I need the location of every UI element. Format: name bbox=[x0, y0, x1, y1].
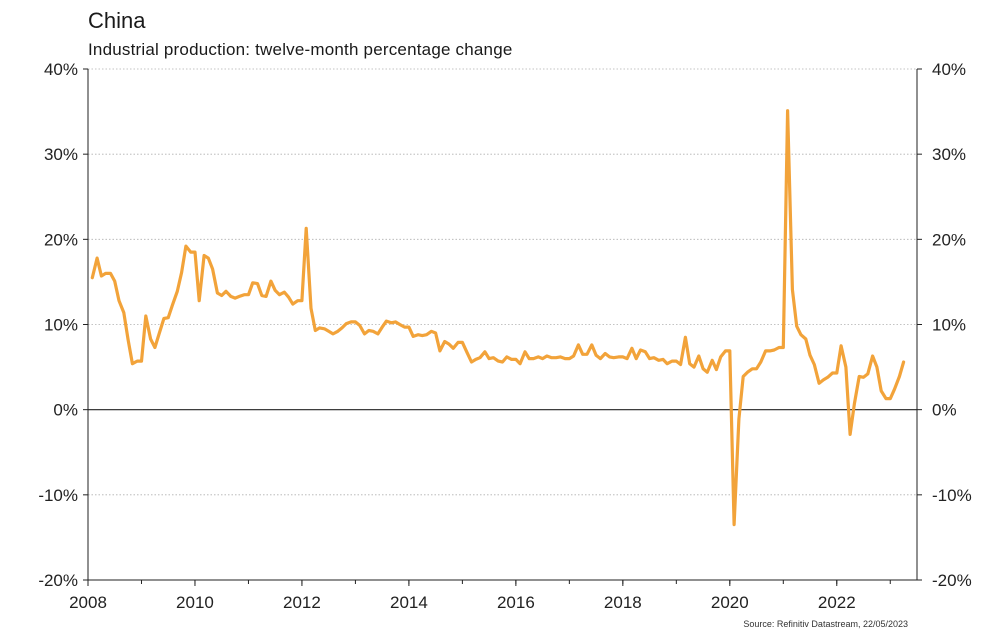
y-tick-label-left: -10% bbox=[38, 486, 78, 505]
y-tick-label-right: -10% bbox=[932, 486, 972, 505]
chart-title: China bbox=[88, 8, 146, 33]
y-tick-label-left: 20% bbox=[44, 230, 78, 249]
x-tick-label: 2012 bbox=[283, 593, 321, 612]
chart-subtitle: Industrial production: twelve-month perc… bbox=[88, 40, 513, 59]
x-tick-label: 2016 bbox=[497, 593, 535, 612]
x-tick-label: 2010 bbox=[176, 593, 214, 612]
series-line-industrial-production bbox=[90, 109, 906, 527]
y-tick-label-left: -20% bbox=[38, 571, 78, 590]
y-tick-label-right: 0% bbox=[932, 401, 957, 420]
y-tick-label-left: 0% bbox=[53, 401, 78, 420]
y-tick-label-right: 40% bbox=[932, 60, 966, 79]
x-tick-label: 2022 bbox=[818, 593, 856, 612]
y-tick-label-left: 10% bbox=[44, 316, 78, 335]
y-tick-label-left: 40% bbox=[44, 60, 78, 79]
y-tick-label-left: 30% bbox=[44, 145, 78, 164]
y-tick-label-right: 20% bbox=[932, 230, 966, 249]
y-tick-label-right: -20% bbox=[932, 571, 972, 590]
y-tick-label-right: 10% bbox=[932, 316, 966, 335]
y-tick-label-right: 30% bbox=[932, 145, 966, 164]
x-tick-label: 2008 bbox=[69, 593, 107, 612]
source-note: Source: Refinitiv Datastream, 22/05/2023 bbox=[743, 619, 908, 629]
x-tick-label: 2018 bbox=[604, 593, 642, 612]
x-tick-label: 2014 bbox=[390, 593, 428, 612]
x-tick-label: 2020 bbox=[711, 593, 749, 612]
